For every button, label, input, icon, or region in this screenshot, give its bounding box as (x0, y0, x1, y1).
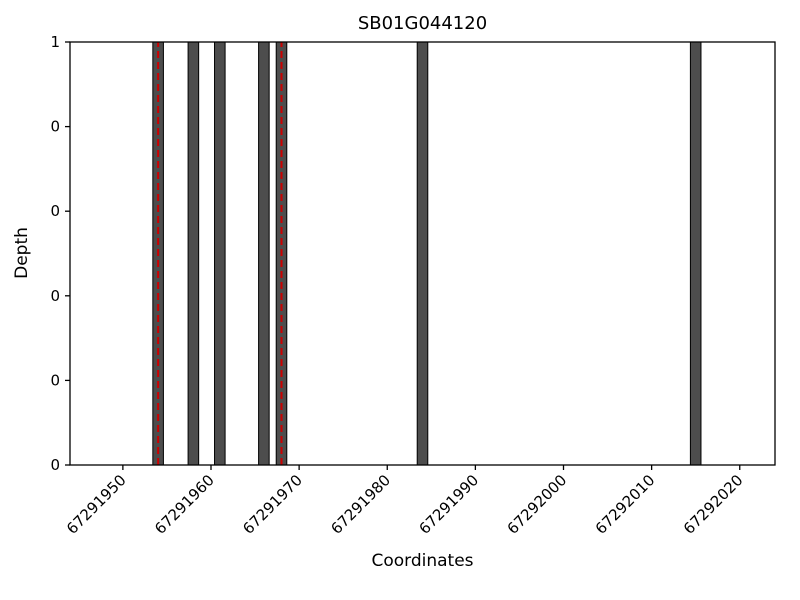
x-tick-label: 67292000 (504, 471, 571, 538)
y-tick-label: 0 (50, 456, 60, 474)
y-tick-label: 0 (50, 202, 60, 220)
x-tick-label: 67291960 (151, 471, 218, 538)
x-tick-label: 67292010 (592, 471, 659, 538)
bar (416, 41, 429, 466)
chart-title: SB01G044120 (357, 13, 488, 34)
bar (689, 41, 702, 466)
x-tick-label: 67292020 (680, 471, 747, 538)
y-tick-label: 0 (50, 118, 60, 136)
x-tick-label: 67291970 (239, 471, 306, 538)
y-tick-label: 1 (50, 33, 60, 51)
y-axis-label: Depth (12, 227, 32, 279)
plot-border (69, 41, 776, 466)
bar (187, 41, 200, 466)
bar (258, 41, 270, 466)
x-tick-label: 67291990 (415, 471, 482, 538)
bar (214, 41, 226, 466)
x-tick-label: 67291980 (327, 471, 394, 538)
x-tick-label: 67291950 (63, 471, 130, 538)
x-axis-label: Coordinates (371, 551, 474, 571)
y-tick-label: 0 (50, 371, 60, 389)
y-tick-label: 0 (50, 287, 60, 305)
